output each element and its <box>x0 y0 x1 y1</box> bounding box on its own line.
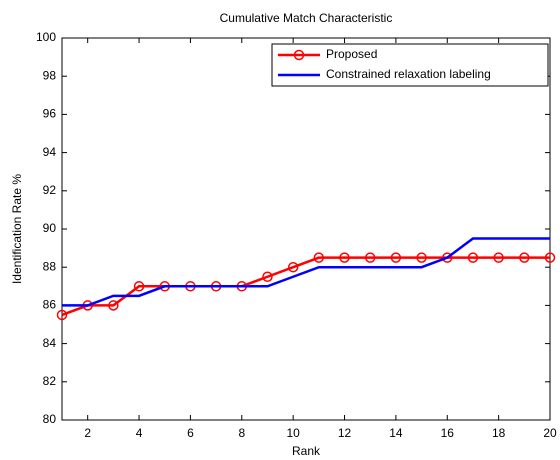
x-tick-label: 12 <box>338 426 352 440</box>
y-axis-label: Identification Rate % <box>10 174 24 284</box>
legend-label: Constrained relaxation labeling <box>326 67 491 81</box>
x-tick-label: 6 <box>187 426 194 440</box>
series-line <box>62 237 550 307</box>
series-marker <box>390 252 402 263</box>
x-tick-label: 16 <box>441 426 455 440</box>
series-marker <box>544 252 556 263</box>
x-tick-label: 4 <box>136 426 143 440</box>
y-tick-label: 86 <box>43 298 57 312</box>
x-tick-label: 8 <box>238 426 245 440</box>
series-marker <box>364 252 376 263</box>
y-tick-label: 80 <box>43 412 57 426</box>
legend-marker <box>293 49 305 61</box>
y-tick-label: 92 <box>43 183 57 197</box>
y-tick-label: 82 <box>43 374 57 388</box>
series-marker <box>339 252 350 263</box>
series-marker <box>287 261 299 273</box>
chart-title: Cumulative Match Characteristic <box>220 11 393 25</box>
y-tick-label: 96 <box>43 107 57 121</box>
x-tick-label: 14 <box>389 426 403 440</box>
y-tick-label: 94 <box>43 145 57 159</box>
series-marker <box>108 300 119 311</box>
y-tick-label: 84 <box>43 336 57 350</box>
x-tick-label: 10 <box>286 426 300 440</box>
x-tick-label: 2 <box>84 426 91 440</box>
legend-box <box>271 43 549 87</box>
series-marker <box>467 252 479 263</box>
series-marker <box>493 252 504 263</box>
series-marker <box>416 252 427 263</box>
x-axis-label: Rank <box>292 444 321 458</box>
series-marker <box>313 252 325 263</box>
series-marker <box>519 252 530 263</box>
y-tick-label: 98 <box>43 68 57 82</box>
y-tick-label: 100 <box>36 30 56 44</box>
series-marker <box>133 281 145 292</box>
series-marker <box>442 252 453 263</box>
series-marker <box>262 271 273 282</box>
series-marker <box>56 309 68 321</box>
x-tick-label: 20 <box>543 426 557 440</box>
plot-area <box>61 37 551 421</box>
y-tick-label: 88 <box>43 259 57 273</box>
x-tick-label: 18 <box>492 426 506 440</box>
y-tick-label: 90 <box>43 221 57 235</box>
legend-label: Proposed <box>326 47 377 61</box>
